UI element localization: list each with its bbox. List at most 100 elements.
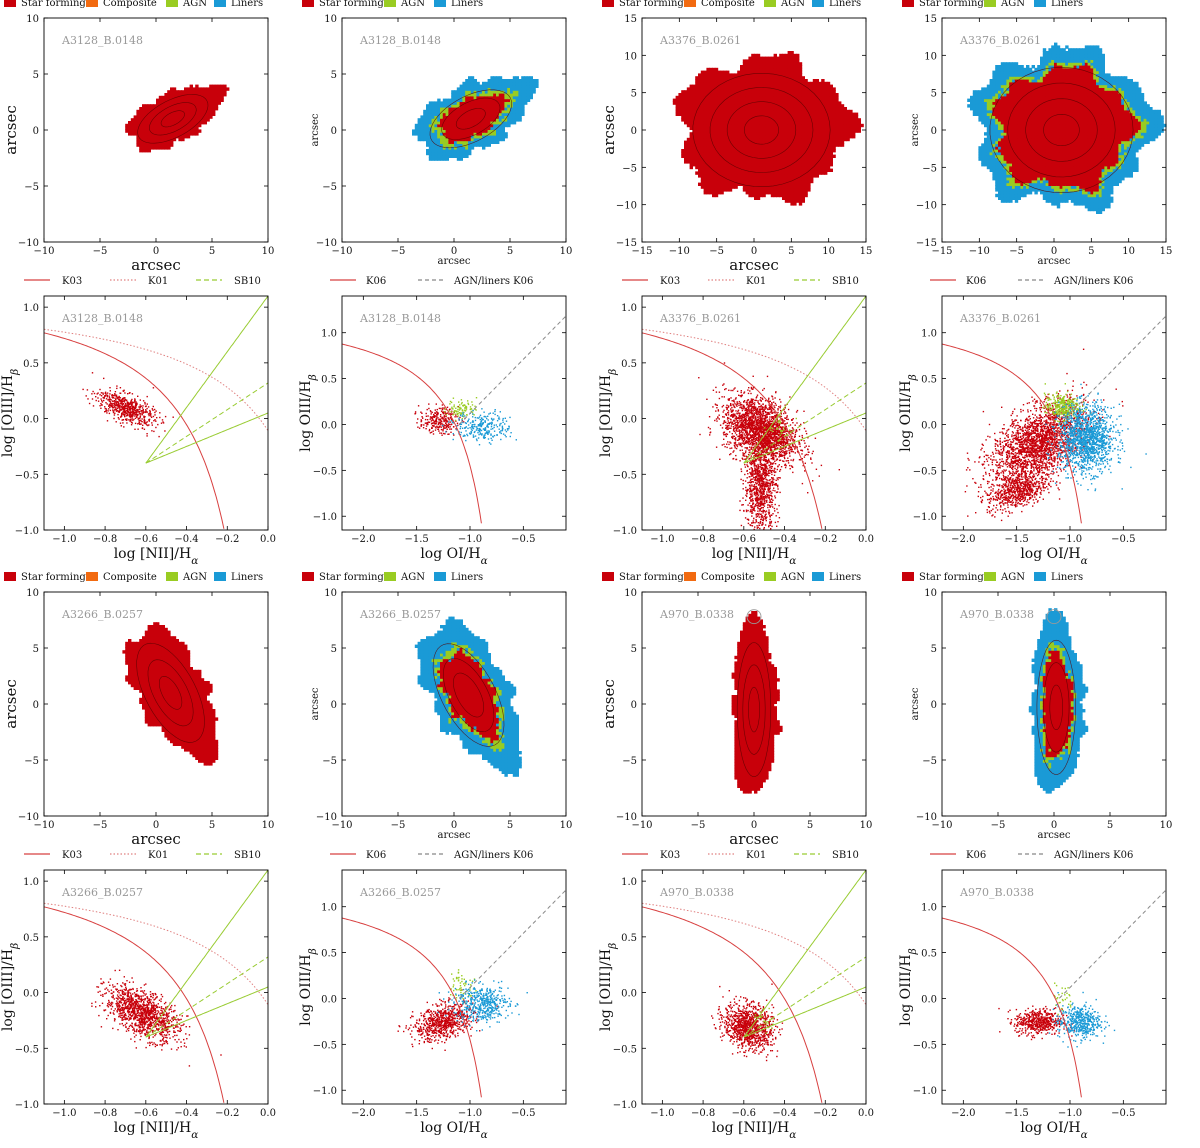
spaxel — [465, 121, 469, 125]
spaxel — [798, 62, 803, 66]
spaxel — [734, 146, 738, 150]
spaxel — [737, 123, 741, 128]
panel-label: A3128_B.0148 — [61, 34, 143, 47]
spaxel — [700, 79, 705, 83]
spaxel — [487, 140, 491, 144]
spaxel — [998, 93, 1002, 97]
spaxel — [759, 193, 763, 198]
spaxel — [714, 81, 719, 86]
spaxel — [776, 157, 780, 161]
spaxel — [807, 188, 811, 192]
spaxel — [465, 151, 469, 156]
spaxel — [712, 81, 716, 86]
spaxel — [1009, 191, 1013, 195]
spaxel — [1040, 62, 1044, 66]
spaxel — [200, 104, 205, 108]
spaxel — [158, 104, 163, 108]
spaxel — [1020, 185, 1024, 189]
spaxel — [498, 76, 503, 80]
spaxel — [496, 107, 500, 111]
spaxel — [768, 126, 772, 130]
spaxel — [720, 137, 724, 142]
spaxel — [762, 98, 766, 102]
spaxel — [712, 179, 716, 184]
spaxel — [150, 112, 154, 116]
spaxel — [756, 165, 761, 170]
spaxel — [723, 101, 727, 105]
spaxel — [167, 90, 171, 94]
spaxel — [1014, 67, 1019, 72]
y-tick-label: 10 — [324, 14, 337, 25]
spaxel — [139, 118, 143, 122]
spaxel — [832, 87, 836, 91]
spaxel — [431, 132, 435, 136]
spaxel — [195, 129, 199, 133]
spaxel — [437, 112, 441, 116]
spaxel — [420, 118, 424, 122]
spaxel — [1009, 107, 1013, 111]
spaxel — [787, 193, 791, 198]
spaxel — [1017, 84, 1021, 88]
spaxel — [1014, 109, 1019, 114]
spaxel — [484, 123, 489, 128]
spaxel — [158, 112, 163, 116]
spaxel — [748, 59, 752, 63]
spaxel — [1000, 109, 1005, 114]
spaxel — [512, 93, 517, 97]
spaxel — [465, 90, 469, 94]
spaxel — [807, 171, 811, 175]
spaxel — [801, 140, 805, 144]
spaxel — [709, 149, 713, 153]
spaxel — [1026, 154, 1030, 158]
legend-entry: AGN — [984, 0, 1025, 9]
spaxel — [1012, 193, 1016, 198]
spaxel — [195, 109, 199, 114]
spaxel — [189, 107, 193, 111]
spaxel — [681, 95, 685, 100]
spaxel — [726, 135, 730, 139]
spaxel — [476, 84, 480, 88]
spaxel — [484, 104, 489, 108]
spaxel — [998, 185, 1002, 189]
spaxel — [178, 112, 182, 116]
spaxel — [181, 115, 185, 119]
spaxel — [1040, 163, 1044, 167]
spaxel — [784, 53, 789, 58]
spaxel — [1009, 151, 1013, 156]
spaxel — [737, 160, 741, 164]
spaxel — [686, 98, 691, 102]
spaxel — [172, 126, 177, 130]
spaxel — [498, 79, 503, 83]
spaxel — [1040, 112, 1044, 116]
spaxel — [784, 98, 789, 102]
spaxel — [521, 112, 525, 116]
spaxel — [796, 174, 800, 178]
spaxel — [790, 182, 794, 186]
spaxel — [815, 154, 819, 158]
spaxel — [992, 87, 996, 91]
spaxel — [751, 53, 755, 58]
spaxel — [776, 135, 780, 139]
spaxel — [852, 132, 856, 136]
spaxel — [686, 118, 691, 122]
spaxel — [754, 87, 758, 91]
spaxel — [790, 95, 794, 100]
spaxel — [1009, 101, 1013, 105]
spaxel — [796, 95, 800, 100]
spaxel — [748, 79, 752, 83]
spaxel — [490, 118, 494, 122]
legend-label: Liners — [1051, 0, 1083, 9]
spaxel — [824, 129, 828, 133]
spaxel — [978, 98, 982, 102]
spaxel — [504, 95, 508, 100]
spaxel — [515, 90, 519, 94]
spaxel — [490, 87, 494, 91]
spaxel — [754, 101, 758, 105]
spaxel — [796, 154, 800, 158]
spaxel — [712, 174, 716, 178]
spaxel — [156, 101, 160, 105]
spaxel — [773, 107, 777, 111]
spaxel — [723, 109, 727, 114]
spaxel — [790, 98, 794, 102]
spaxel — [1006, 107, 1010, 111]
